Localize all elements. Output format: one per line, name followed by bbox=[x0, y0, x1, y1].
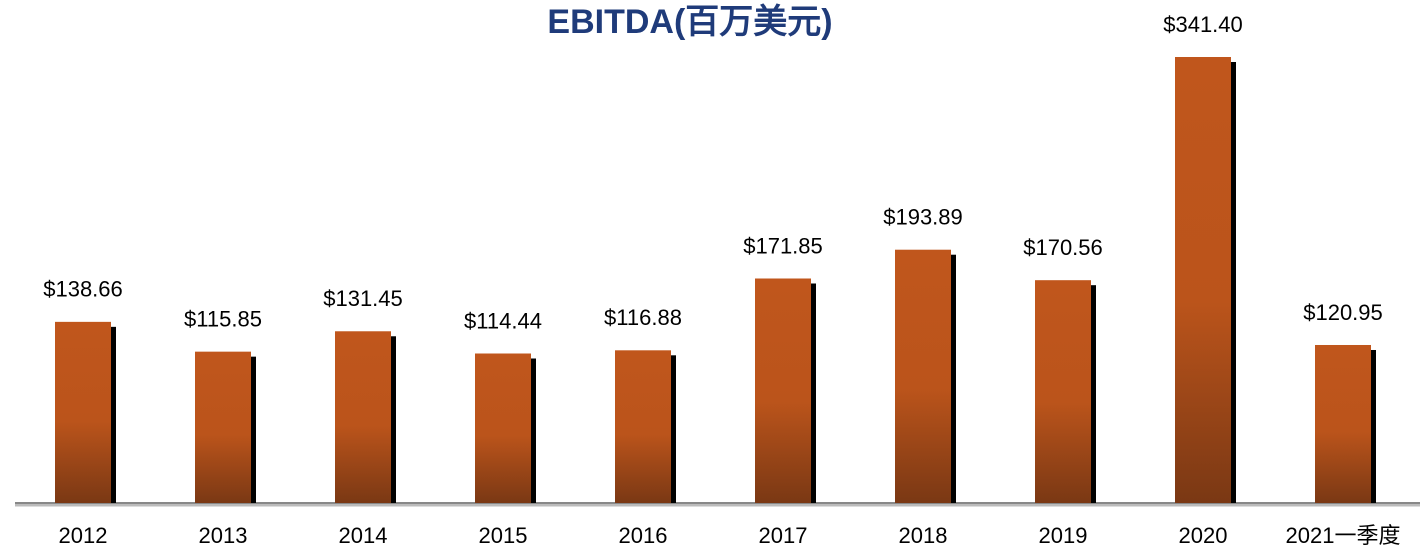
bar bbox=[755, 278, 811, 503]
value-label: $115.85 bbox=[184, 306, 262, 331]
value-label: $193.89 bbox=[883, 205, 963, 230]
value-label: $116.88 bbox=[604, 305, 682, 330]
value-label: $120.95 bbox=[1303, 300, 1383, 325]
chart-title: EBITDA(百万美元) bbox=[547, 3, 832, 41]
value-label: $170.56 bbox=[1023, 235, 1103, 260]
bar bbox=[615, 350, 671, 503]
bar bbox=[1035, 280, 1091, 503]
x-tick-label: 2016 bbox=[619, 523, 668, 548]
x-tick-label: 2012 bbox=[59, 523, 108, 548]
x-tick-label: 2014 bbox=[339, 523, 388, 548]
bar bbox=[1315, 344, 1371, 503]
bar bbox=[335, 331, 391, 503]
bar bbox=[475, 353, 531, 503]
x-tick-label: 2017 bbox=[759, 523, 808, 548]
value-label: $138.66 bbox=[43, 277, 123, 302]
bar bbox=[55, 321, 111, 503]
x-tick-label: 2021一季度 bbox=[1286, 523, 1401, 548]
value-label: $341.40 bbox=[1163, 12, 1243, 37]
x-tick-label: 2020 bbox=[1179, 523, 1228, 548]
bar bbox=[195, 351, 251, 503]
x-tick-label: 2019 bbox=[1039, 523, 1088, 548]
bar bbox=[895, 249, 951, 503]
value-label: $171.85 bbox=[743, 233, 823, 258]
bar bbox=[1175, 57, 1231, 503]
x-tick-label: 2013 bbox=[199, 523, 248, 548]
x-tick-label: 2018 bbox=[899, 523, 948, 548]
value-label: $114.44 bbox=[464, 308, 542, 333]
x-tick-label: 2015 bbox=[479, 523, 528, 548]
value-label: $131.45 bbox=[323, 286, 403, 311]
